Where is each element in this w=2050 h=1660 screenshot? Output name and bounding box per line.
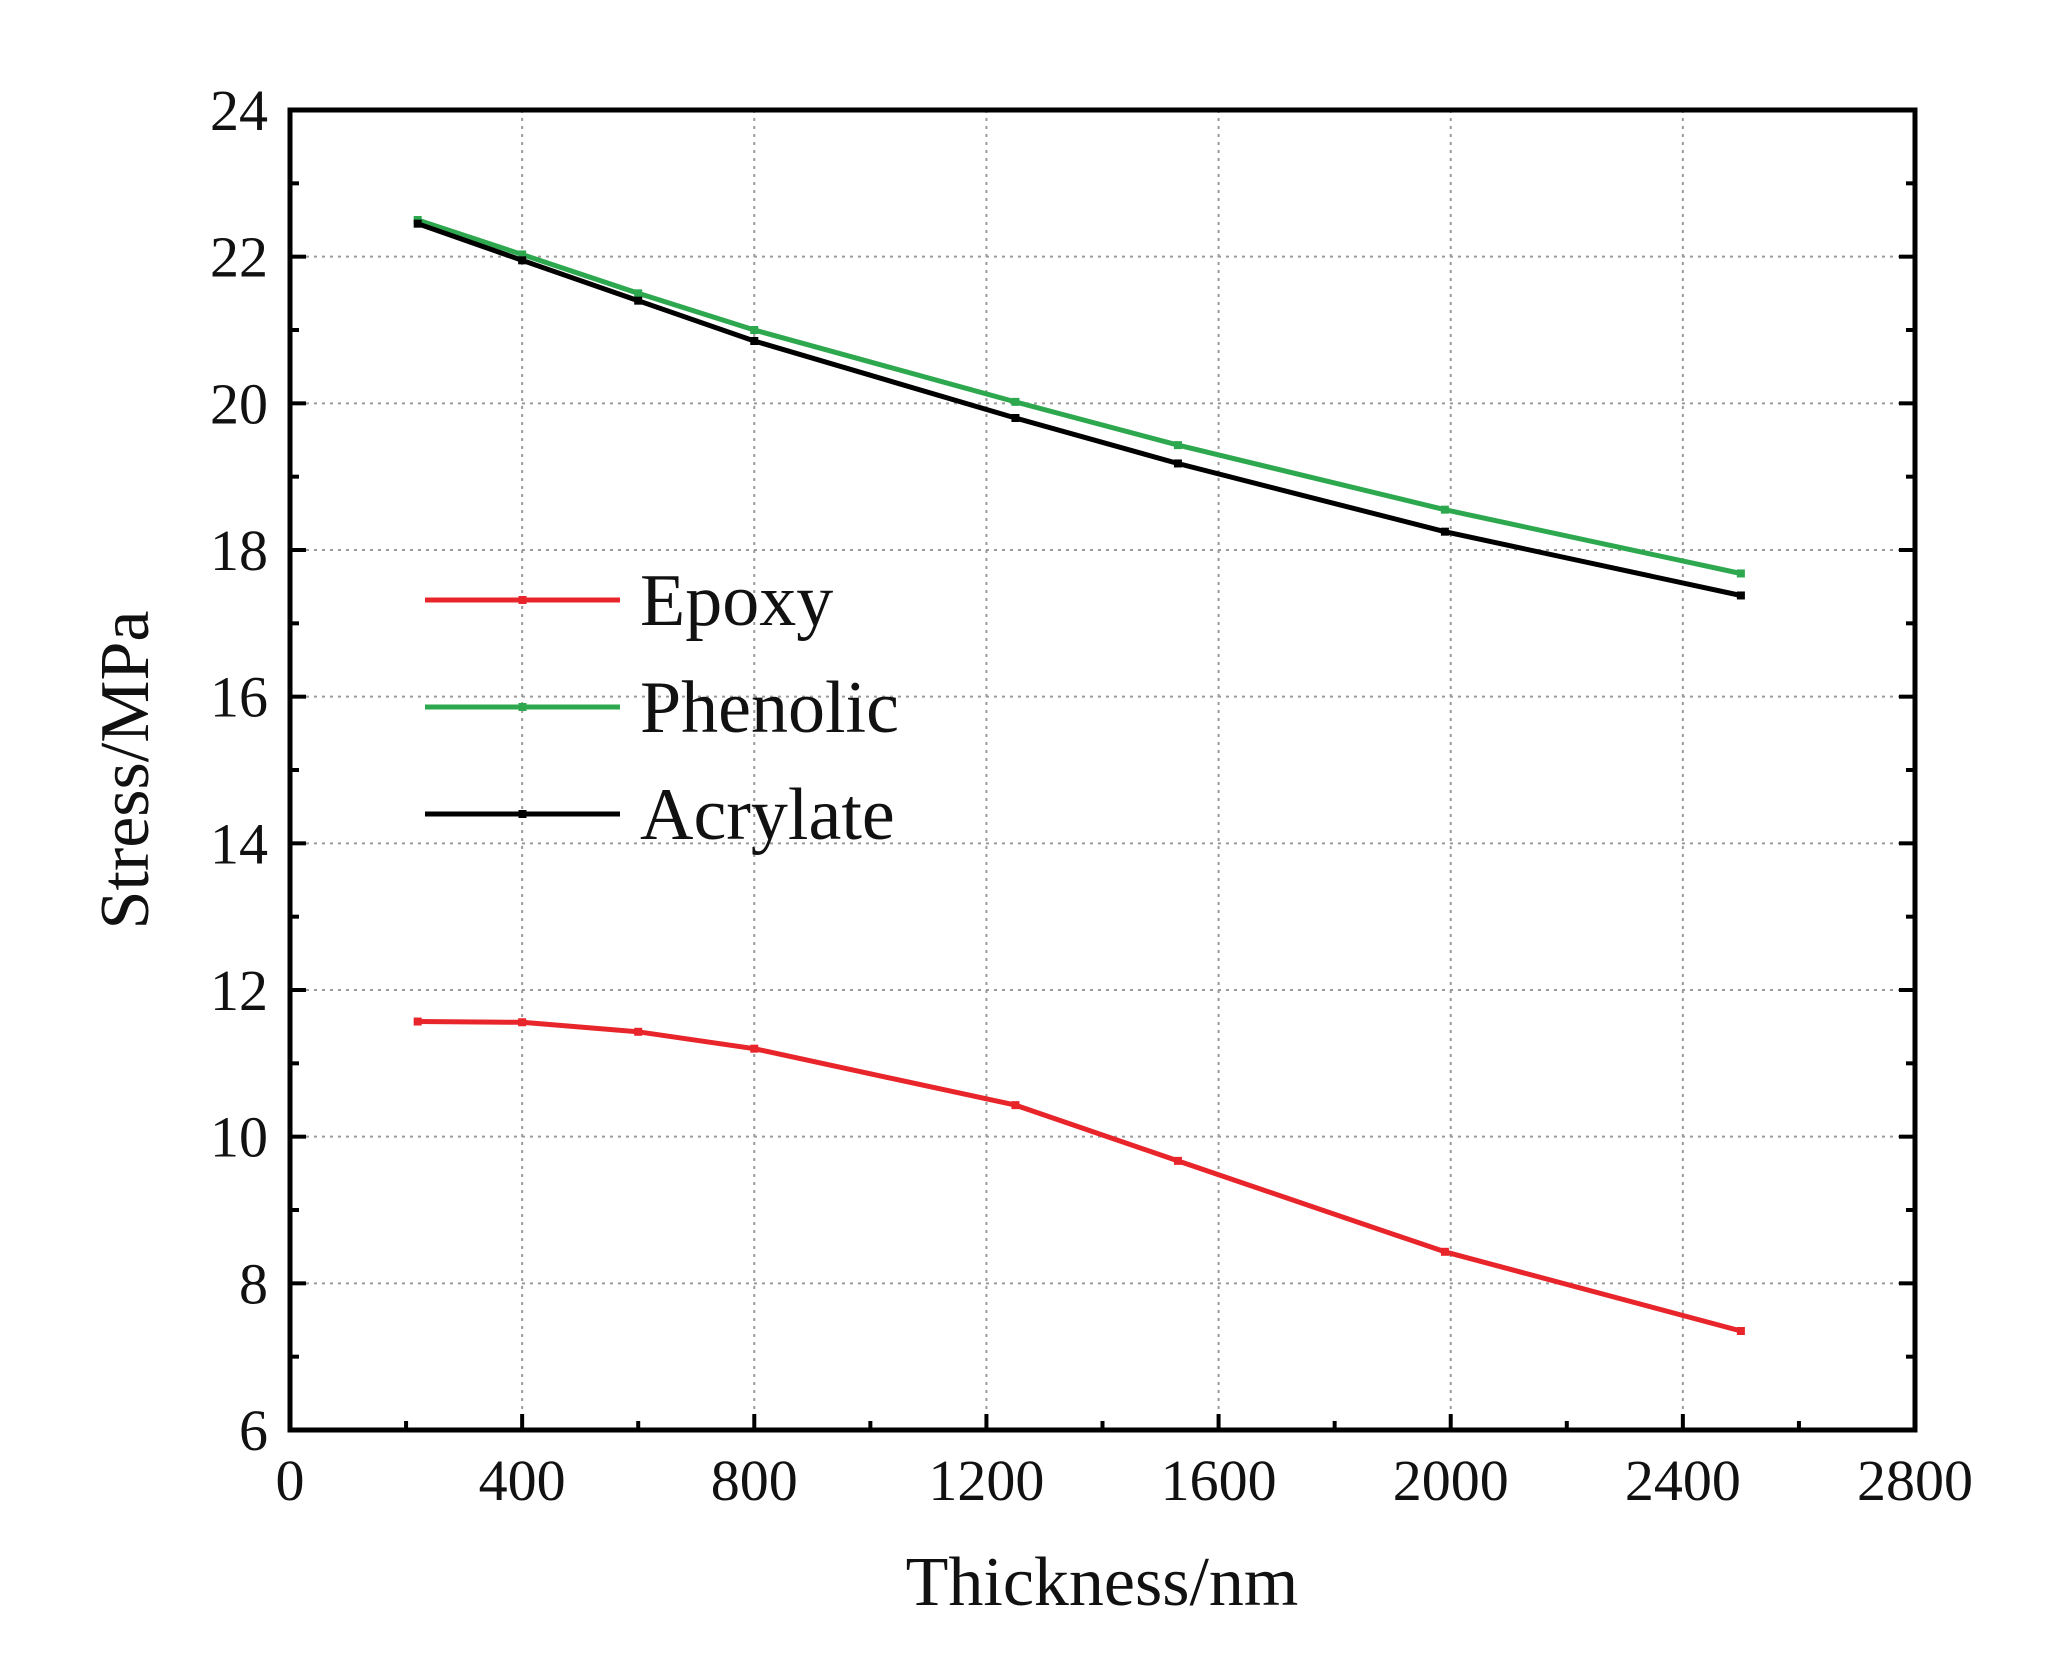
y-tick-label: 16 bbox=[210, 665, 268, 730]
data-point-phenolic bbox=[518, 250, 527, 259]
data-point-phenolic bbox=[1736, 569, 1745, 578]
x-tick-label: 800 bbox=[711, 1448, 798, 1513]
x-tick-label: 400 bbox=[479, 1448, 566, 1513]
series-lines bbox=[413, 216, 1745, 1335]
series-line-epoxy bbox=[417, 1019, 1742, 1334]
legend-label-acrylate: Acrylate bbox=[640, 774, 895, 856]
data-point-acrylate bbox=[1011, 414, 1020, 422]
data-point-epoxy bbox=[634, 1027, 643, 1036]
y-tick-label: 14 bbox=[210, 811, 268, 876]
data-point-epoxy bbox=[413, 1017, 422, 1026]
y-tick-label: 6 bbox=[239, 1398, 268, 1463]
data-point-epoxy bbox=[1011, 1101, 1020, 1110]
data-point-epoxy bbox=[750, 1044, 759, 1053]
axis-ticks bbox=[288, 108, 1917, 1432]
x-tick-label: 2400 bbox=[1625, 1448, 1741, 1513]
x-tick-label: 0 bbox=[276, 1448, 305, 1513]
data-point-acrylate bbox=[1440, 527, 1449, 536]
x-axis-title: Thickness/nm bbox=[906, 1544, 1299, 1621]
grid-lines bbox=[290, 110, 1915, 1430]
x-tick-label: 2800 bbox=[1857, 1448, 1973, 1513]
legend-item-phenolic: Phenolic bbox=[425, 667, 899, 749]
legend-label-phenolic: Phenolic bbox=[640, 667, 899, 749]
data-point-epoxy bbox=[1736, 1327, 1745, 1335]
y-tick-label: 22 bbox=[210, 225, 268, 290]
data-point-phenolic bbox=[634, 289, 643, 298]
legend-marker-phenolic bbox=[518, 703, 527, 711]
tick-labels: 0 400 800 1200 1600 2000 2400 2800 6 8 10 12 14 16 18 2… bbox=[210, 78, 1973, 1513]
y-tick-label: 8 bbox=[239, 1251, 268, 1316]
data-point-acrylate bbox=[413, 219, 422, 228]
data-point-acrylate bbox=[1173, 459, 1182, 468]
legend-marker-acrylate bbox=[518, 810, 527, 818]
legend-item-acrylate: Acrylate bbox=[425, 774, 895, 856]
legend-item-epoxy: Epoxy bbox=[425, 560, 833, 642]
data-point-acrylate bbox=[1736, 591, 1745, 600]
data-point-phenolic bbox=[1011, 397, 1020, 406]
data-point-acrylate bbox=[634, 296, 643, 305]
series-line-phenolic bbox=[416, 217, 1742, 576]
legend: Epoxy Phenolic Acrylate bbox=[425, 560, 899, 856]
legend-marker-epoxy bbox=[518, 596, 527, 604]
x-tick-label: 1600 bbox=[1161, 1448, 1277, 1513]
data-point-epoxy bbox=[518, 1018, 527, 1027]
x-tick-label: 2000 bbox=[1393, 1448, 1509, 1513]
legend-label-epoxy: Epoxy bbox=[640, 560, 833, 642]
y-tick-label: 24 bbox=[210, 78, 268, 143]
data-point-phenolic bbox=[750, 326, 759, 334]
data-point-epoxy bbox=[1440, 1247, 1449, 1256]
plot-frame bbox=[287, 107, 1918, 1433]
y-axis-title: Stress/MPa bbox=[87, 611, 164, 930]
x-tick-label: 1200 bbox=[928, 1448, 1044, 1513]
y-tick-label: 12 bbox=[210, 958, 268, 1023]
data-point-phenolic bbox=[1440, 505, 1449, 514]
y-tick-label: 10 bbox=[210, 1105, 268, 1170]
data-point-epoxy bbox=[1173, 1156, 1182, 1165]
data-point-acrylate bbox=[518, 256, 527, 265]
y-tick-label: 18 bbox=[210, 518, 268, 583]
data-point-phenolic bbox=[1173, 441, 1182, 450]
y-tick-label: 20 bbox=[210, 371, 268, 436]
data-point-acrylate bbox=[750, 337, 759, 345]
series-line-acrylate bbox=[416, 221, 1742, 598]
